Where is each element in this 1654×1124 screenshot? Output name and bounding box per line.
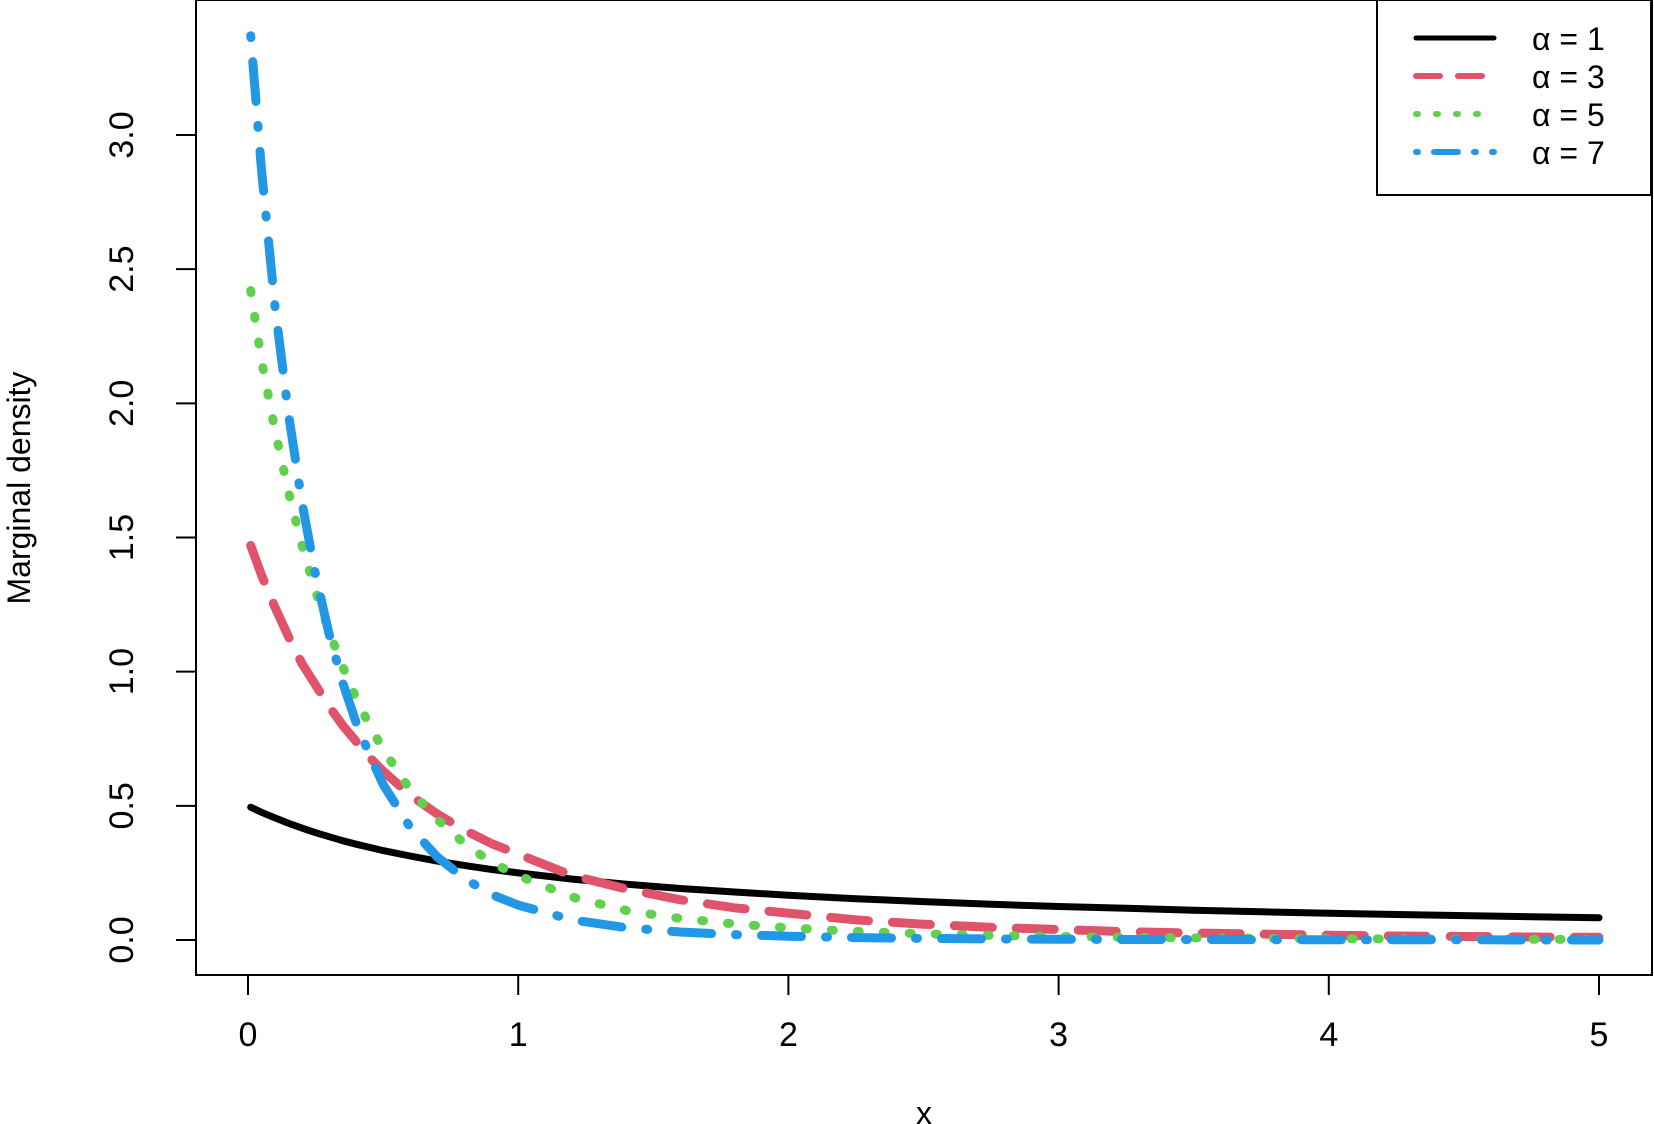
x-axis-label: x: [916, 1095, 932, 1124]
series-line-1: [247, 803, 1603, 922]
series-line-4: [246, 31, 1604, 945]
y-tick-label: 3.0: [103, 111, 141, 158]
x-tick-label: 3: [1049, 1016, 1068, 1054]
y-axis-label: Marginal density: [1, 372, 37, 605]
legend-label-4: α = 7: [1532, 135, 1605, 171]
y-axis: 0.0 0.5 1.0 1.5 2.0 2.5 3.0: [103, 111, 197, 964]
x-axis: 0 1 2 3 4 5: [239, 974, 1609, 1054]
y-tick-label: 2.5: [103, 246, 141, 293]
y-tick-label: 0.0: [103, 916, 141, 963]
x-tick-label: 1: [509, 1016, 528, 1054]
series-layer: [246, 31, 1604, 945]
series-line-2: [246, 541, 1604, 942]
x-tick-label: 0: [239, 1016, 258, 1054]
y-tick-label: 2.0: [103, 380, 141, 427]
legend-label-3: α = 5: [1532, 97, 1605, 133]
legend: α = 1α = 3α = 5α = 7: [1376, 0, 1652, 196]
y-tick-label: 1.5: [103, 514, 141, 561]
legend-label-2: α = 3: [1532, 59, 1605, 95]
x-tick-label: 2: [779, 1016, 798, 1054]
x-tick-label: 4: [1319, 1016, 1338, 1054]
legend-box: [1376, 0, 1652, 196]
x-tick-label: 5: [1590, 1016, 1609, 1054]
legend-label-1: α = 1: [1532, 21, 1605, 57]
y-tick-label: 0.5: [103, 782, 141, 829]
y-tick-label: 1.0: [103, 648, 141, 695]
series-line-3: [246, 286, 1604, 944]
